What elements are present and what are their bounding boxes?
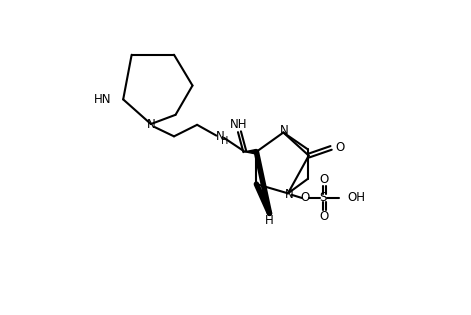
Text: H: H [265, 214, 274, 227]
Text: HN: HN [94, 93, 111, 106]
Text: N: N [285, 188, 294, 201]
Text: H: H [221, 136, 228, 146]
Text: O: O [336, 140, 345, 154]
Text: N: N [216, 130, 225, 143]
Polygon shape [245, 149, 256, 154]
Text: OH: OH [347, 192, 365, 204]
Text: NH: NH [230, 118, 247, 131]
Text: O: O [319, 173, 329, 186]
Text: N: N [146, 117, 155, 130]
Text: O: O [319, 210, 329, 223]
Text: O: O [300, 192, 309, 204]
Text: S: S [320, 192, 327, 204]
Text: N: N [280, 124, 289, 137]
